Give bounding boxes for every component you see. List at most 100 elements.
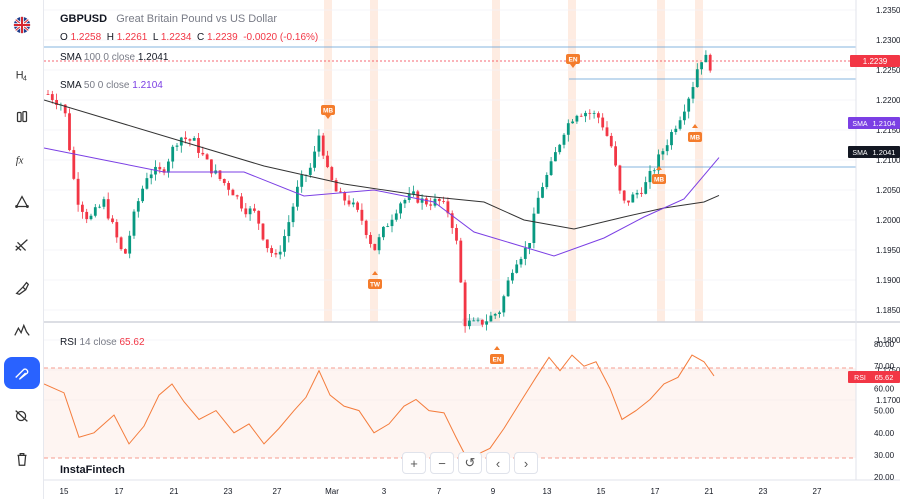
candle-body	[364, 220, 368, 235]
marker-en-3[interactable]: EN	[566, 54, 580, 68]
candle-body	[317, 135, 321, 152]
candle-body	[347, 200, 351, 205]
candle-body	[244, 208, 248, 215]
marker-mb-4[interactable]: MB	[652, 166, 666, 184]
rsi-tag-label: RSI	[854, 375, 866, 382]
candle-body	[162, 169, 166, 173]
rsi-tick-0: 80.00	[874, 340, 895, 349]
zoom-in-button[interactable]: +	[402, 452, 426, 474]
candle-body	[308, 167, 312, 175]
candle-body	[111, 218, 114, 223]
candle-body	[644, 182, 648, 194]
candle-body	[631, 194, 635, 203]
time-tick-2: 21	[170, 487, 179, 496]
time-tick-1: 17	[115, 487, 124, 496]
candle-body	[270, 248, 273, 254]
price-chart[interactable]: MB TW EN EN MB MB 1.2350 1.2300 1.2250 1.2200 1.2…	[44, 0, 900, 499]
hide-drawings-button[interactable]	[4, 400, 40, 432]
candle-body	[201, 152, 205, 155]
reset-button[interactable]: ↺	[458, 452, 482, 474]
eye-off-icon	[15, 410, 28, 422]
candle-body	[46, 94, 50, 95]
scroll-left-button[interactable]: ‹	[486, 452, 510, 474]
symbol-ticker[interactable]: GBPUSD	[60, 13, 108, 25]
sma50-params: 50 0 close	[83, 80, 130, 91]
candle-body	[683, 111, 686, 121]
candle-body	[493, 314, 497, 316]
candle-body	[412, 191, 415, 194]
sma50-value: 1.2104	[132, 80, 163, 91]
candle-body	[618, 165, 622, 191]
patterns-button[interactable]	[4, 314, 40, 346]
candle-body	[85, 211, 89, 220]
candle-body	[665, 145, 669, 152]
price-tick-11: 1.1800	[876, 336, 900, 345]
candle-body	[115, 222, 119, 238]
candle-body	[76, 178, 80, 205]
time-tick-14: 27	[813, 487, 822, 496]
delete-button[interactable]	[4, 443, 40, 475]
rsi-tick-3: 50.00	[874, 407, 895, 416]
rsi-axis[interactable]: 80.00 70.00 60.00 50.00 40.00 30.00 20.00	[874, 340, 895, 482]
marker-en-2[interactable]: EN	[490, 346, 504, 364]
candle-body	[627, 200, 630, 203]
zoom-out-button[interactable]: −	[430, 452, 454, 474]
candle-body	[253, 208, 256, 211]
svg-text:4: 4	[23, 73, 27, 82]
sma50-legend[interactable]: SMA 50 0 close 1.2104	[60, 80, 163, 91]
marker-mb-0[interactable]: MB	[321, 105, 335, 119]
candle-body	[197, 138, 200, 153]
candle-body	[106, 199, 110, 219]
candle-body	[373, 243, 377, 251]
rsi-line	[44, 354, 715, 456]
scroll-right-button[interactable]: ›	[514, 452, 538, 474]
candle-body	[98, 206, 101, 208]
candles-button[interactable]	[4, 101, 40, 133]
flag-button[interactable]	[4, 9, 40, 41]
candle-body	[55, 99, 58, 106]
candle-body	[429, 204, 433, 206]
grid-lines	[44, 9, 856, 401]
magnet-button[interactable]	[4, 357, 40, 389]
candle-body	[248, 208, 252, 215]
candle-body	[472, 320, 476, 322]
marker-tw-1[interactable]: TW	[368, 271, 382, 289]
price-axis[interactable]: 1.23501.23001.22501.22001.21501.21001.20…	[876, 6, 900, 405]
time-tick-0: 15	[60, 487, 69, 496]
rsi-legend[interactable]: RSI 14 close 65.62	[60, 337, 145, 348]
sma100-tag	[848, 146, 900, 158]
time-axis[interactable]: 15 17 21 23 27 Mar 3 7 9 13 15 17 21 23 27	[60, 487, 822, 496]
candle-body	[386, 226, 390, 227]
candle-body	[678, 120, 682, 129]
indicators-button[interactable]: fx	[4, 143, 40, 175]
time-tick-4: 27	[273, 487, 282, 496]
candle-body	[622, 190, 626, 201]
fib-button[interactable]	[4, 229, 40, 261]
signal-markers: MB TW EN EN MB MB	[321, 54, 702, 364]
candle-body	[528, 242, 531, 249]
candle-body	[700, 62, 703, 70]
candle-body	[382, 226, 385, 238]
trendline-icon	[15, 195, 29, 208]
trendline-button[interactable]	[4, 186, 40, 218]
symbol-description: Great Britain Pound vs US Dollar	[116, 13, 278, 25]
candle-body	[605, 127, 609, 136]
high-label: H	[106, 32, 114, 43]
candles-icon	[16, 110, 28, 123]
fx-icon: fx	[16, 155, 24, 167]
candle-body	[171, 146, 175, 162]
candle-body	[455, 227, 458, 241]
candle-body	[635, 192, 639, 195]
candle-body	[442, 201, 445, 202]
candle-body	[261, 223, 265, 240]
time-tick-12: 21	[705, 487, 714, 496]
fib-icon	[15, 239, 28, 251]
brush-button[interactable]	[4, 272, 40, 304]
marker-mb-5[interactable]: MB	[688, 124, 702, 142]
sma100-legend[interactable]: SMA 100 0 close 1.2041	[60, 52, 168, 63]
uk-flag-icon	[13, 16, 31, 34]
price-tick-5: 1.2100	[876, 156, 900, 165]
candle-body	[287, 222, 291, 237]
candle-body	[476, 319, 480, 321]
